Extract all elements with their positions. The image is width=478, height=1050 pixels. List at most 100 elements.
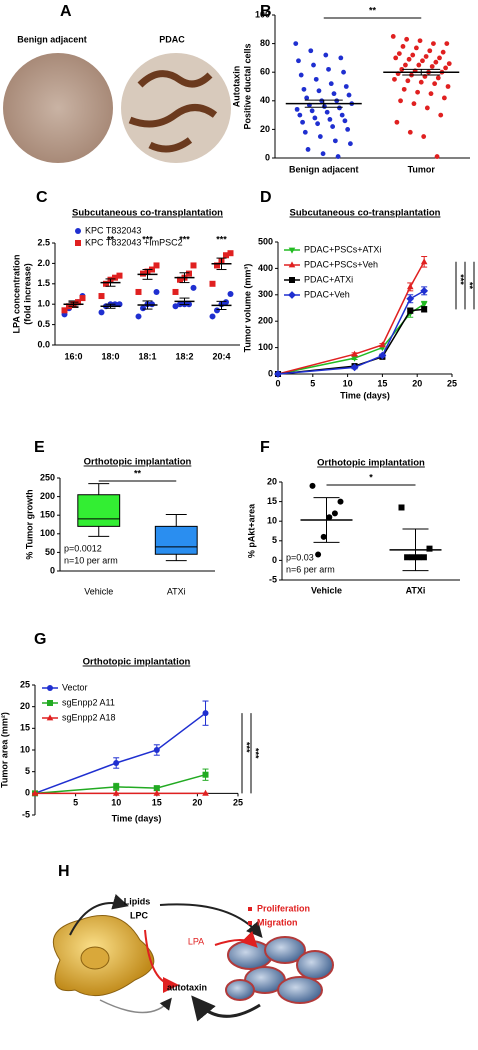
marker bbox=[116, 272, 123, 279]
marker bbox=[153, 785, 160, 792]
marker bbox=[112, 789, 120, 796]
marker bbox=[214, 262, 220, 269]
marker bbox=[334, 98, 340, 104]
marker bbox=[202, 789, 209, 796]
marker bbox=[416, 62, 422, 68]
x-tick-label: 15 bbox=[377, 378, 387, 388]
x-tick-label: 20 bbox=[412, 378, 422, 388]
tissue-core bbox=[3, 53, 113, 163]
marker bbox=[339, 112, 345, 118]
y-tick-label: 0.5 bbox=[37, 319, 50, 329]
marker bbox=[309, 108, 315, 114]
marker bbox=[331, 510, 338, 517]
marker bbox=[61, 307, 68, 314]
marker bbox=[420, 286, 429, 295]
marker bbox=[432, 81, 438, 87]
diagram-label: LPA bbox=[188, 936, 204, 946]
marker bbox=[433, 59, 439, 65]
marker bbox=[316, 88, 322, 94]
y-tick-label: 400 bbox=[258, 263, 273, 273]
y-tick-label: 25 bbox=[20, 679, 30, 689]
chart-title: Orthotopic implantation bbox=[83, 657, 191, 668]
diagram-label: LPC bbox=[130, 910, 149, 920]
y-tick-label: 100 bbox=[255, 9, 270, 19]
note: p=0.0012 bbox=[64, 543, 102, 553]
marker bbox=[214, 307, 220, 314]
x-tick-label: ATXi bbox=[167, 586, 186, 596]
marker bbox=[103, 280, 109, 287]
y-tick-label: 100 bbox=[258, 342, 273, 352]
marker bbox=[177, 276, 183, 283]
marker bbox=[435, 75, 441, 81]
marker bbox=[140, 270, 146, 277]
diagram bbox=[52, 894, 334, 1022]
marker bbox=[420, 301, 428, 308]
note: n=6 per arm bbox=[286, 564, 335, 574]
marker bbox=[315, 551, 322, 558]
marker bbox=[390, 34, 396, 39]
chart-title: Orthotopic implantation bbox=[84, 457, 192, 468]
y-axis-label: Autotaxin bbox=[231, 66, 241, 108]
stained-duct bbox=[128, 70, 218, 153]
marker bbox=[437, 55, 442, 61]
marker bbox=[308, 48, 314, 54]
y-tick-label: 15 bbox=[267, 496, 277, 506]
legend-label: PDAC+ATXi bbox=[304, 274, 353, 284]
x-tick-label: 20 bbox=[192, 798, 202, 808]
marker bbox=[301, 86, 307, 92]
diagram-label: Lipids bbox=[124, 896, 151, 906]
nucleus bbox=[80, 946, 110, 970]
marker bbox=[441, 95, 447, 101]
marker bbox=[202, 710, 209, 717]
marker bbox=[413, 45, 419, 51]
significance: ** bbox=[134, 468, 142, 478]
marker bbox=[302, 129, 308, 135]
marker bbox=[399, 66, 405, 72]
marker bbox=[446, 61, 452, 67]
marker bbox=[190, 262, 197, 269]
y-tick-label: 1.5 bbox=[37, 278, 50, 288]
x-tick-label: 10 bbox=[111, 798, 121, 808]
y-tick-label: 60 bbox=[260, 67, 270, 77]
y-tick-label: 100 bbox=[40, 528, 55, 538]
significance: *** bbox=[242, 742, 252, 753]
marker bbox=[298, 72, 304, 78]
marker bbox=[113, 783, 120, 790]
cancer-cells bbox=[225, 936, 334, 1004]
panel-letter: D bbox=[260, 189, 272, 206]
marker bbox=[153, 288, 160, 295]
significance: ** bbox=[369, 5, 377, 15]
marker bbox=[296, 58, 301, 64]
x-tick-label: ATXi bbox=[406, 585, 426, 595]
marker bbox=[426, 545, 433, 552]
marker bbox=[300, 119, 305, 125]
y-tick-label: 2.0 bbox=[37, 258, 50, 268]
marker bbox=[409, 554, 416, 561]
marker bbox=[394, 119, 400, 125]
box bbox=[77, 494, 121, 527]
marker bbox=[98, 293, 105, 300]
marker bbox=[418, 79, 424, 85]
marker bbox=[400, 44, 406, 49]
marker bbox=[392, 76, 397, 82]
significance: *** bbox=[474, 286, 478, 297]
significance: *** bbox=[142, 234, 153, 244]
legend-marker bbox=[288, 291, 296, 299]
marker bbox=[335, 154, 341, 159]
x-tick-label: 16:0 bbox=[64, 351, 82, 361]
significance: *** bbox=[179, 234, 190, 244]
marker bbox=[313, 76, 319, 82]
legend-label: sgEnpp2 A18 bbox=[62, 712, 116, 722]
y-axis-label: (fold increase) bbox=[22, 263, 32, 325]
marker bbox=[393, 55, 399, 61]
legend-label: Vector bbox=[62, 682, 88, 692]
marker bbox=[323, 52, 329, 58]
legend-marker bbox=[288, 247, 296, 254]
note: p=0.03 bbox=[286, 552, 314, 562]
y-tick-label: 500 bbox=[258, 236, 273, 246]
marker bbox=[330, 124, 336, 129]
y-tick-label: 200 bbox=[258, 316, 273, 326]
y-axis-label: % pAkt+area bbox=[246, 503, 256, 558]
marker bbox=[324, 109, 330, 115]
